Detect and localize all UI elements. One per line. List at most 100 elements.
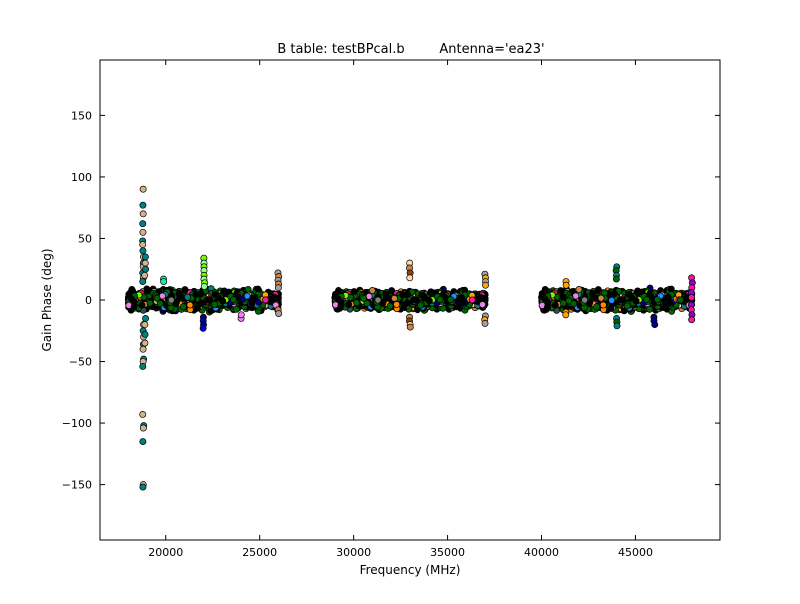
data-point	[541, 286, 549, 293]
data-point	[593, 303, 601, 311]
data-point	[421, 294, 429, 302]
data-point	[368, 287, 376, 294]
data-point	[345, 301, 353, 309]
data-point	[468, 296, 476, 304]
y-axis-label: Gain Phase (deg)	[40, 248, 54, 351]
data-point	[167, 296, 175, 304]
data-point	[186, 301, 194, 309]
data-point	[436, 296, 444, 304]
data-point	[481, 294, 489, 302]
data-point	[237, 311, 245, 319]
data-point	[393, 301, 401, 308]
data-point	[651, 321, 659, 329]
data-point	[360, 295, 368, 302]
data-point	[139, 483, 147, 491]
data-point	[139, 363, 147, 370]
data-point	[353, 299, 361, 307]
data-point	[141, 339, 149, 347]
data-point	[139, 210, 147, 218]
data-point	[612, 275, 620, 283]
data-point	[275, 310, 283, 317]
data-point	[406, 323, 414, 331]
plot-area	[99, 59, 721, 541]
data-point	[192, 291, 200, 298]
data-point	[138, 301, 146, 309]
data-point	[142, 315, 150, 322]
data-point	[211, 300, 218, 308]
x-tick-label: 40000	[524, 546, 559, 559]
y-tick-label: 0	[85, 294, 92, 307]
data-point	[139, 424, 147, 432]
data-point	[666, 300, 674, 308]
data-point	[139, 185, 147, 193]
y-tick-label: −50	[69, 356, 92, 369]
data-point	[388, 287, 396, 295]
data-point	[146, 299, 154, 307]
data-point	[274, 294, 282, 302]
data-point	[350, 288, 358, 295]
data-point	[562, 311, 570, 319]
data-point	[141, 331, 149, 338]
data-point	[130, 303, 138, 311]
x-tick-label: 30000	[336, 546, 371, 559]
data-point	[406, 274, 414, 282]
data-point	[139, 411, 147, 418]
data-point	[334, 295, 342, 303]
data-point	[623, 302, 631, 310]
data-point	[575, 286, 583, 293]
x-tick-label: 45000	[618, 546, 653, 559]
data-point	[141, 321, 149, 329]
data-point	[179, 303, 187, 311]
data-point	[562, 281, 570, 289]
data-point	[139, 241, 147, 249]
data-point	[143, 287, 151, 295]
data-point	[557, 287, 565, 295]
data-point	[139, 278, 147, 285]
x-tick-label: 25000	[242, 546, 277, 559]
data-point	[139, 438, 147, 445]
data-point	[139, 247, 147, 255]
data-point	[677, 296, 685, 304]
data-point	[599, 301, 607, 309]
data-point	[139, 345, 147, 353]
data-point	[128, 286, 136, 293]
data-point	[608, 296, 616, 304]
data-point	[200, 283, 208, 290]
chart-title: B table: testBPcal.b	[277, 42, 404, 57]
data-point	[479, 301, 486, 309]
data-point	[628, 294, 636, 302]
data-point	[559, 293, 567, 301]
data-point	[142, 265, 150, 273]
data-point	[196, 300, 204, 308]
y-tick-label: −150	[62, 479, 92, 492]
data-point	[410, 296, 417, 304]
data-point	[688, 294, 695, 301]
data-point	[262, 296, 270, 304]
data-point	[383, 293, 390, 301]
data-point	[153, 294, 161, 302]
data-point	[664, 293, 672, 301]
data-point	[643, 296, 651, 304]
data-point	[251, 293, 259, 301]
x-tick-label: 20000	[148, 546, 183, 559]
y-tick-label: 50	[78, 232, 92, 245]
data-point	[139, 201, 147, 209]
data-point	[653, 296, 661, 304]
data-point	[243, 292, 251, 300]
data-point	[565, 297, 573, 305]
data-point	[386, 302, 394, 310]
x-tick-label: 35000	[430, 546, 465, 559]
chart-subtitle: Antenna='ea23'	[439, 42, 544, 57]
data-point	[601, 289, 608, 297]
data-point	[589, 293, 597, 300]
data-point	[203, 296, 211, 304]
data-point	[141, 259, 149, 267]
data-point	[141, 271, 149, 279]
y-tick-label: 150	[71, 109, 92, 122]
data-point	[447, 296, 455, 304]
data-point	[181, 286, 189, 293]
data-point	[481, 319, 489, 327]
data-point	[160, 278, 168, 285]
data-point	[139, 220, 147, 228]
data-point	[482, 281, 489, 289]
